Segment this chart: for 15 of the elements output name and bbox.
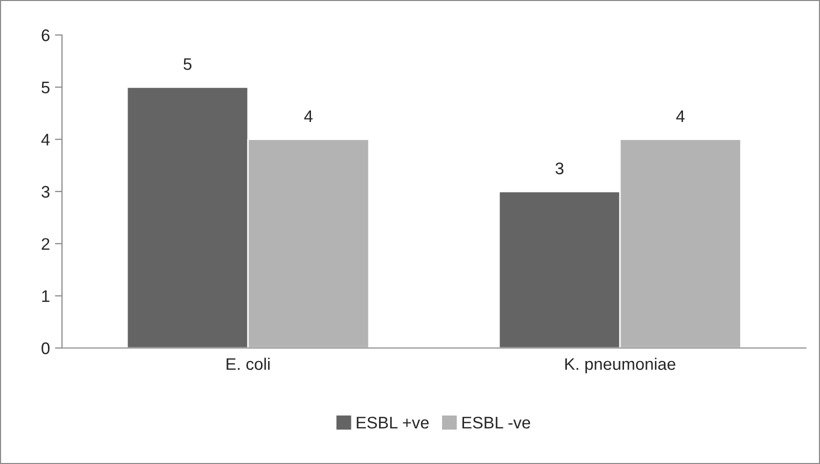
y-tick-label: 4	[41, 134, 50, 146]
data-label: 4	[676, 110, 685, 122]
y-tick-label: 1	[42, 290, 50, 302]
data-label: 4	[304, 110, 313, 122]
data-label: 5	[184, 58, 192, 70]
x-tick-label: K. pneumoniae	[565, 358, 676, 374]
y-tick-label: 5	[42, 82, 50, 94]
legend-label: ESBL +ve	[356, 416, 429, 429]
x-tick-label: E. coli	[226, 358, 270, 370]
y-tick-label: 0	[42, 342, 50, 354]
y-tick-label: 2	[42, 238, 50, 250]
data-label: 3	[556, 162, 564, 174]
legend-label: ESBL -ve	[462, 416, 530, 429]
y-tick-label: 6	[42, 29, 50, 42]
y-tick-label: 3	[42, 186, 50, 198]
